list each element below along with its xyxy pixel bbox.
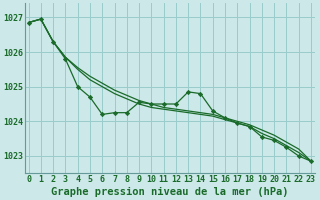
X-axis label: Graphe pression niveau de la mer (hPa): Graphe pression niveau de la mer (hPa) <box>51 186 289 197</box>
